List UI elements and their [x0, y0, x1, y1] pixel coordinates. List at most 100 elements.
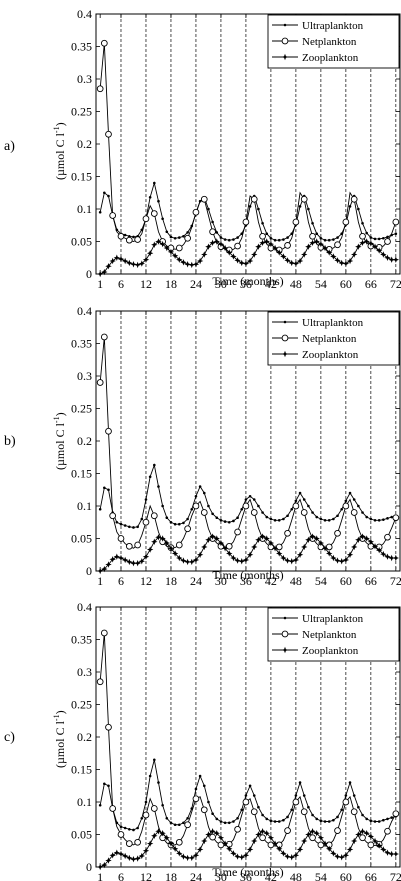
x-tick-label: 42: [265, 277, 277, 291]
ultraplankton-marker: [283, 23, 287, 27]
netplankton-marker: [234, 825, 241, 833]
ultraplankton-marker: [283, 616, 287, 620]
netplankton-marker: [125, 542, 133, 550]
netplankton-marker: [284, 529, 291, 537]
netplankton-marker: [242, 798, 250, 806]
netplankton-marker: [384, 238, 391, 245]
ultraplankton-marker: [352, 498, 356, 501]
ultraplankton-marker: [257, 207, 260, 211]
x-tick-label: 60: [340, 277, 352, 291]
y-tick-label: 0.25: [71, 698, 92, 712]
ultraplankton-marker: [182, 235, 185, 238]
y-tick-label: 0.35: [71, 633, 92, 647]
netplankton-marker: [242, 502, 250, 510]
zooplankton-marker: [301, 251, 308, 258]
ultraplankton-marker: [223, 238, 227, 241]
legend-box: [267, 607, 400, 662]
y-tick-label: 0.4: [77, 7, 92, 21]
ultraplankton-marker: [382, 818, 385, 822]
plot-area: 0 0.05 0.1 0.15 0.2 0.25 0.3 0.35 0.4 1 6 12 18 24 30 3…: [71, 304, 401, 588]
ultraplankton-marker: [286, 236, 289, 239]
ultraplankton-marker: [232, 238, 235, 241]
netplankton-marker: [281, 37, 289, 45]
netplankton-marker: [100, 629, 108, 637]
ultraplankton-marker: [319, 236, 323, 240]
netplankton-marker: [317, 841, 325, 849]
ultraplankton-marker: [348, 205, 352, 208]
netplankton-marker: [225, 542, 233, 550]
zooplankton-marker: [350, 543, 358, 551]
ultraplankton-marker: [286, 514, 289, 518]
ultraplankton-marker: [161, 504, 164, 508]
ultraplankton-marker: [207, 207, 210, 211]
netplankton-marker: [184, 821, 191, 829]
ultraplankton-marker: [298, 205, 302, 208]
ultraplankton-marker: [153, 758, 156, 762]
ultraplankton-marker: [311, 813, 314, 817]
panel-label: b): [4, 434, 16, 449]
y-tick-label: 0.05: [71, 532, 92, 546]
netplankton-marker: [281, 630, 289, 638]
ultraplankton-marker: [290, 808, 294, 812]
zooplankton-marker: [301, 543, 308, 551]
ultraplankton-marker: [369, 236, 373, 239]
netplankton-marker: [334, 827, 341, 834]
netplankton-marker: [150, 805, 158, 812]
x-tick-label: 72: [390, 574, 401, 588]
ultraplankton-marker: [273, 519, 277, 522]
ultraplankton-marker: [357, 207, 360, 211]
netplankton-marker: [384, 533, 391, 541]
netplankton-marker: [392, 810, 400, 818]
y-tick-label: 0.15: [71, 467, 92, 481]
ultraplankton-marker: [98, 803, 102, 807]
ultraplankton-marker: [294, 794, 298, 797]
ultraplankton-marker: [273, 820, 277, 823]
ultraplankton-series: [98, 758, 398, 832]
zooplankton-marker: [246, 846, 254, 853]
ultraplankton-marker: [377, 519, 381, 522]
ultraplankton-marker: [311, 222, 314, 225]
ultraplankton-marker: [277, 519, 281, 522]
zooplankton-marker: [134, 261, 141, 269]
y-tick-label: 0.35: [71, 337, 92, 351]
ultraplankton-marker: [323, 820, 327, 823]
netplankton-marker: [259, 834, 266, 842]
ultraplankton-marker: [207, 800, 210, 804]
plot-area: 0 0.05 0.1 0.15 0.2 0.25 0.3 0.35 0.4 1 6 12 18 24 30 3…: [71, 7, 401, 291]
ultraplankton-marker: [315, 232, 319, 235]
netplankton-marker: [134, 541, 141, 549]
ultraplankton-line: [99, 759, 396, 831]
legend-box: [267, 14, 400, 69]
netplankton-marker: [105, 130, 112, 138]
zooplankton-marker: [301, 837, 308, 845]
x-tick-label: 66: [365, 574, 377, 588]
ultraplankton-marker: [248, 784, 252, 788]
netplankton-marker: [134, 838, 141, 846]
netplankton-marker: [105, 723, 112, 731]
netplankton-marker: [117, 831, 125, 838]
ultraplankton-marker: [215, 231, 219, 234]
ultraplankton-marker: [327, 820, 331, 823]
netplankton-marker: [284, 242, 291, 249]
ultraplankton-marker: [327, 519, 331, 522]
ultraplankton-marker: [182, 521, 185, 525]
ultraplankton-marker: [336, 236, 339, 239]
ultraplankton-marker: [186, 231, 189, 234]
ultraplankton-marker: [240, 507, 244, 511]
netplankton-marker: [250, 509, 258, 516]
ultraplankton-marker: [265, 817, 269, 821]
netplankton-marker: [250, 808, 258, 816]
ultraplankton-marker: [173, 522, 177, 526]
ultraplankton-marker: [261, 222, 264, 225]
zooplankton-marker: [201, 543, 208, 551]
y-tick-label: 0.05: [71, 235, 92, 249]
netplankton-marker: [209, 228, 216, 236]
ultraplankton-legend-label: Ultraplankton: [302, 20, 364, 32]
x-axis-label: Time (months): [212, 274, 283, 288]
ultraplankton-marker: [165, 516, 169, 519]
netplankton-marker: [292, 218, 300, 226]
netplankton-marker: [125, 236, 133, 244]
netplankton-legend-label: Netplankton: [302, 629, 357, 641]
ultraplankton-marker: [136, 826, 139, 830]
zooplankton-marker: [188, 261, 195, 269]
